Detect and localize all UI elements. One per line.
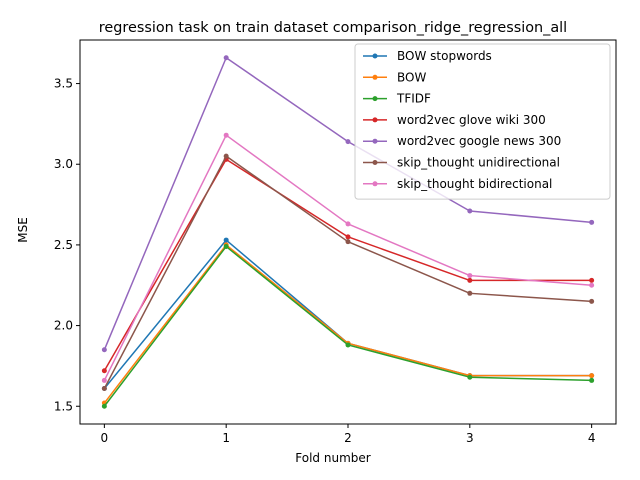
data-point (467, 208, 473, 214)
legend-item: BOW (363, 70, 426, 84)
y-axis-label: MSE (16, 217, 30, 243)
y-tick-label: 2.5 (54, 238, 73, 252)
x-tick-label: 3 (466, 431, 474, 445)
data-point (467, 273, 473, 279)
data-point (223, 237, 229, 243)
legend-marker (372, 181, 378, 187)
data-point (101, 347, 107, 353)
x-tick-label: 0 (101, 431, 109, 445)
plot-area (101, 55, 595, 409)
data-point (345, 239, 351, 245)
y-axis: 1.5 2.0 2.5 3.0 3.5 (54, 77, 80, 413)
legend-label: word2vec google news 300 (397, 134, 561, 148)
x-tick-label: 2 (344, 431, 352, 445)
series-6 (101, 132, 595, 383)
legend-marker (372, 74, 378, 80)
data-point (101, 368, 107, 374)
legend-item: word2vec google news 300 (363, 134, 561, 148)
y-tick-label: 1.5 (54, 399, 73, 413)
chart-title: regression task on train dataset compari… (99, 20, 567, 36)
data-point (345, 342, 351, 348)
y-tick-label: 3.5 (54, 77, 73, 91)
data-point (101, 386, 107, 392)
data-point (467, 277, 473, 283)
data-point (223, 244, 229, 250)
data-point (345, 221, 351, 227)
x-axis-label: Fold number (295, 451, 370, 465)
legend-label: TFIDF (396, 92, 431, 106)
legend-label: BOW stopwords (397, 49, 492, 63)
legend-item: BOW stopwords (363, 49, 492, 63)
legend-marker (372, 160, 378, 165)
data-point (101, 377, 107, 383)
series-3 (101, 156, 595, 374)
legend-marker (372, 96, 378, 102)
data-point (589, 277, 595, 283)
legend-box (354, 43, 611, 200)
legend-label: skip_thought unidirectional (397, 156, 560, 170)
data-point (589, 282, 595, 288)
legend-marker (372, 117, 378, 123)
plot-frame (79, 39, 617, 425)
legend-item: skip_thought bidirectional (363, 177, 552, 191)
legend-label: BOW (397, 70, 426, 84)
legend-item: skip_thought unidirectional (363, 156, 560, 170)
data-point (101, 403, 107, 409)
x-tick-label: 1 (222, 431, 230, 445)
x-axis: 0 1 2 3 4 (101, 424, 596, 445)
y-tick-label: 2.0 (54, 319, 73, 333)
legend-item: TFIDF (363, 92, 431, 106)
data-point (223, 55, 229, 61)
legend-item: word2vec glove wiki 300 (363, 113, 546, 127)
legend-label: skip_thought bidirectional (397, 177, 552, 191)
x-tick-label: 4 (588, 431, 596, 445)
legend-marker (372, 138, 378, 144)
y-tick-label: 3.0 (54, 157, 73, 171)
data-point (589, 373, 595, 379)
series-4 (101, 55, 595, 353)
series-2 (101, 244, 595, 409)
data-point (223, 132, 229, 138)
legend: BOW stopwords BOW TFIDF word2vec glove wiki… (354, 43, 611, 200)
legend-marker (372, 53, 378, 59)
data-point (467, 290, 473, 296)
data-point (589, 377, 595, 383)
data-point (345, 234, 351, 240)
data-point (467, 374, 473, 380)
data-point (345, 139, 351, 145)
legend-label: word2vec glove wiki 300 (397, 113, 546, 127)
data-point (589, 298, 595, 304)
data-point (223, 153, 229, 159)
series-5 (101, 153, 595, 392)
data-point (589, 219, 595, 225)
